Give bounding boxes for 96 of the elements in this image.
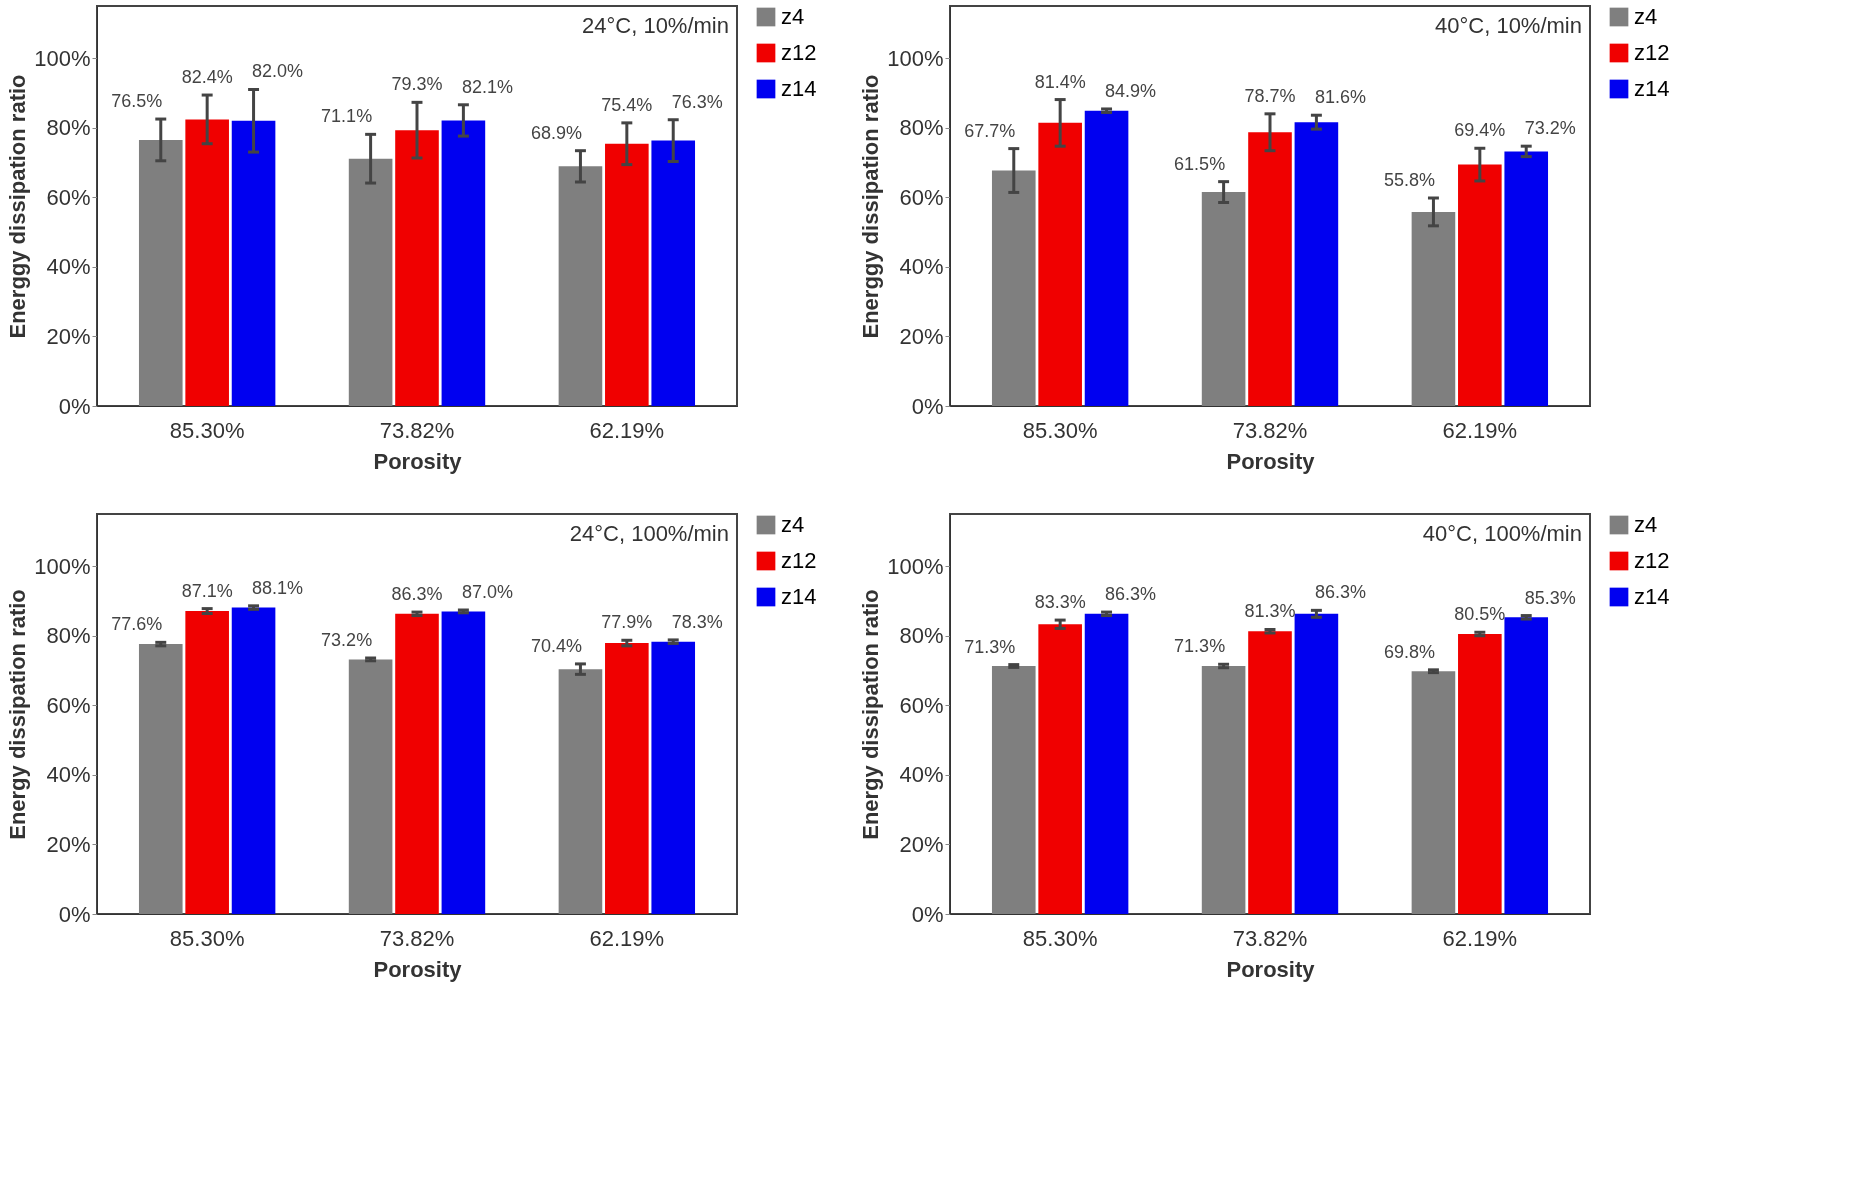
y-tick-label: 100% — [887, 553, 944, 579]
x-axis-title: Porosity — [1226, 448, 1316, 474]
data-label: 68.9% — [530, 122, 582, 143]
x-tick-label: 73.82% — [1232, 417, 1308, 443]
data-label: 69.8% — [1383, 641, 1435, 662]
data-label: 70.4% — [530, 635, 582, 656]
data-label: 73.2% — [1524, 118, 1576, 139]
y-tick-label: 80% — [899, 623, 944, 649]
y-axis-title: Energgy dissipation ratio — [858, 74, 884, 339]
y-tick-label: 40% — [899, 254, 944, 280]
data-label: 67.7% — [964, 120, 1016, 141]
data-label: 71.1% — [321, 106, 373, 127]
data-label: 80.5% — [1454, 604, 1506, 625]
data-label: 86.3% — [1314, 582, 1366, 603]
data-label: 82.4% — [181, 67, 233, 88]
x-tick-label: 62.19% — [1442, 417, 1518, 443]
data-label: 71.3% — [1174, 636, 1226, 657]
data-label: 86.3% — [1105, 584, 1157, 605]
data-label: 87.1% — [181, 580, 233, 601]
data-label: 69.4% — [1454, 120, 1506, 141]
y-tick-label: 40% — [46, 254, 91, 280]
legend-label: z4 — [781, 4, 805, 29]
y-tick-label: 80% — [899, 115, 944, 141]
x-tick-label: 73.82% — [379, 417, 455, 443]
data-label: 82.0% — [252, 61, 304, 82]
annotation: 40°C, 10%/min — [1435, 13, 1582, 38]
x-axis-title: Porosity — [1226, 956, 1316, 982]
y-tick-label: 60% — [899, 692, 944, 718]
data-label: 71.3% — [964, 636, 1016, 657]
legend-label: z12 — [1634, 548, 1670, 573]
y-tick-label: 0% — [58, 393, 91, 419]
data-label: 75.4% — [601, 94, 653, 115]
legend-label: z14 — [1634, 76, 1670, 101]
data-label: 77.6% — [111, 614, 163, 635]
data-label: 81.3% — [1244, 601, 1296, 622]
data-label: 81.6% — [1314, 87, 1366, 108]
y-tick-label: 20% — [46, 323, 91, 349]
y-tick-label: 100% — [34, 553, 91, 579]
legend-label: z12 — [781, 40, 817, 65]
y-tick-label: 20% — [46, 831, 91, 857]
annotation: 24°C, 100%/min — [569, 521, 729, 546]
legend-label: z14 — [1634, 584, 1670, 609]
x-tick-label: 73.82% — [379, 925, 455, 951]
data-label: 78.7% — [1244, 85, 1296, 106]
x-axis-title: Porosity — [373, 448, 463, 474]
y-tick-label: 100% — [887, 45, 944, 71]
data-label: 83.3% — [1034, 592, 1086, 613]
x-tick-label: 62.19% — [1442, 925, 1518, 951]
y-tick-label: 80% — [46, 623, 91, 649]
y-tick-label: 20% — [899, 323, 944, 349]
legend-label: z12 — [1634, 40, 1670, 65]
y-tick-label: 20% — [899, 831, 944, 857]
legend-label: z14 — [781, 584, 817, 609]
y-tick-label: 0% — [911, 393, 944, 419]
x-tick-label: 85.30% — [169, 925, 245, 951]
data-label: 82.1% — [461, 76, 513, 97]
y-tick-label: 60% — [899, 184, 944, 210]
x-axis-title: Porosity — [373, 956, 463, 982]
legend-label: z12 — [781, 548, 817, 573]
annotation: 24°C, 10%/min — [582, 13, 729, 38]
y-tick-label: 80% — [46, 115, 91, 141]
data-label: 78.3% — [671, 611, 723, 632]
y-tick-label: 0% — [911, 901, 944, 927]
x-tick-label: 85.30% — [1022, 925, 1098, 951]
data-label: 86.3% — [391, 584, 443, 605]
y-tick-label: 0% — [58, 901, 91, 927]
data-label: 76.5% — [111, 91, 163, 112]
x-tick-label: 73.82% — [1232, 925, 1308, 951]
data-label: 85.3% — [1524, 587, 1576, 608]
x-tick-label: 85.30% — [1022, 417, 1098, 443]
y-tick-label: 40% — [899, 762, 944, 788]
data-label: 88.1% — [252, 577, 304, 598]
y-axis-title: Energy dissipation ratio — [858, 589, 884, 840]
y-tick-label: 100% — [34, 45, 91, 71]
data-label: 87.0% — [461, 582, 513, 602]
data-label: 73.2% — [321, 630, 373, 650]
y-tick-label: 60% — [46, 692, 91, 718]
data-label: 76.3% — [671, 91, 723, 112]
y-tick-label: 40% — [46, 762, 91, 788]
y-axis-title: Energgy dissipation ratio — [5, 74, 31, 339]
data-label: 61.5% — [1174, 153, 1226, 174]
data-label: 84.9% — [1105, 80, 1157, 101]
x-tick-label: 85.30% — [169, 417, 245, 443]
legend-label: z14 — [781, 76, 817, 101]
data-label: 55.8% — [1383, 170, 1435, 190]
data-label: 79.3% — [391, 74, 443, 95]
x-tick-label: 62.19% — [589, 417, 665, 443]
legend-label: z4 — [781, 512, 805, 537]
x-tick-label: 62.19% — [589, 925, 665, 951]
annotation: 40°C, 100%/min — [1422, 521, 1582, 546]
legend-label: z4 — [1634, 4, 1658, 29]
y-axis-title: Energy dissipation ratio — [5, 589, 31, 840]
data-label: 81.4% — [1034, 71, 1086, 92]
legend-label: z4 — [1634, 512, 1658, 537]
data-label: 77.9% — [601, 612, 653, 633]
y-tick-label: 60% — [46, 184, 91, 210]
